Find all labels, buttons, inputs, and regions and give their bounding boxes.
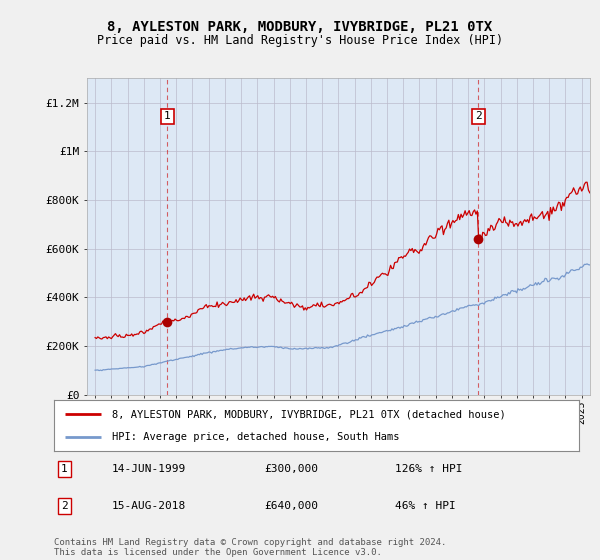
Text: £640,000: £640,000	[264, 501, 318, 511]
Text: 8, AYLESTON PARK, MODBURY, IVYBRIDGE, PL21 0TX (detached house): 8, AYLESTON PARK, MODBURY, IVYBRIDGE, PL…	[112, 409, 505, 419]
Text: Price paid vs. HM Land Registry's House Price Index (HPI): Price paid vs. HM Land Registry's House …	[97, 34, 503, 46]
Text: 126% ↑ HPI: 126% ↑ HPI	[395, 464, 463, 474]
Text: 1: 1	[61, 464, 68, 474]
Text: 15-AUG-2018: 15-AUG-2018	[112, 501, 186, 511]
Text: 46% ↑ HPI: 46% ↑ HPI	[395, 501, 456, 511]
Text: HPI: Average price, detached house, South Hams: HPI: Average price, detached house, Sout…	[112, 432, 399, 442]
Text: 2: 2	[61, 501, 68, 511]
Text: 14-JUN-1999: 14-JUN-1999	[112, 464, 186, 474]
Text: £300,000: £300,000	[264, 464, 318, 474]
Text: 8, AYLESTON PARK, MODBURY, IVYBRIDGE, PL21 0TX: 8, AYLESTON PARK, MODBURY, IVYBRIDGE, PL…	[107, 20, 493, 34]
Text: 2: 2	[475, 111, 482, 122]
Text: 1: 1	[164, 111, 171, 122]
Text: Contains HM Land Registry data © Crown copyright and database right 2024.
This d: Contains HM Land Registry data © Crown c…	[54, 538, 446, 557]
